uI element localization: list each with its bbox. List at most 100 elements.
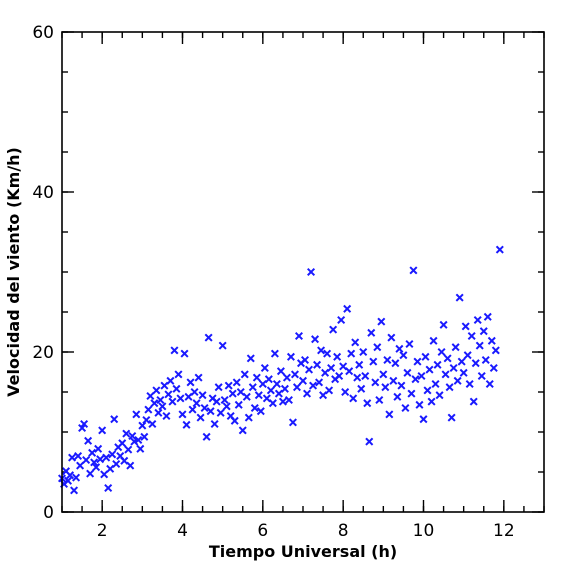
data-point [383, 355, 392, 365]
data-point [184, 392, 193, 401]
data-point [82, 455, 91, 465]
data-point [491, 346, 500, 355]
data-point [176, 394, 185, 403]
data-point [86, 469, 95, 478]
data-point [72, 473, 81, 482]
data-point [317, 346, 326, 355]
data-point [437, 347, 446, 357]
data-point [401, 403, 410, 413]
data-point [110, 415, 119, 424]
data-point [343, 304, 352, 313]
x-tick-label: 6 [257, 521, 268, 541]
data-point [194, 373, 203, 382]
data-point [381, 383, 390, 392]
data-point [94, 444, 103, 453]
data-point [469, 397, 478, 406]
data-point [262, 394, 271, 403]
data-point [128, 431, 137, 441]
data-point [100, 470, 109, 479]
data-point [407, 389, 416, 398]
data-point [258, 379, 267, 389]
data-point [300, 355, 310, 365]
data-points [57, 245, 504, 495]
data-point [144, 405, 153, 414]
data-point [242, 392, 251, 401]
data-point [182, 420, 191, 429]
data-point [76, 461, 85, 470]
data-point [375, 395, 384, 405]
data-point [347, 349, 356, 358]
data-point [112, 459, 121, 469]
data-point [98, 426, 107, 435]
data-point [463, 351, 472, 360]
data-point [218, 341, 227, 350]
data-point [451, 343, 460, 352]
data-point [102, 453, 111, 462]
data-point [435, 391, 444, 400]
data-point [409, 266, 418, 275]
data-point [325, 386, 334, 395]
data-point [327, 363, 336, 373]
data-point [68, 453, 77, 462]
data-point [150, 399, 159, 408]
data-point [122, 429, 131, 438]
data-point [377, 317, 386, 326]
data-point [355, 360, 364, 369]
data-point [369, 357, 378, 366]
data-point [160, 381, 169, 390]
data-point [449, 363, 458, 373]
data-point [333, 352, 342, 361]
data-point [146, 391, 155, 401]
data-point [224, 381, 233, 390]
data-point [385, 410, 394, 419]
data-point [473, 315, 482, 325]
data-point [106, 464, 115, 473]
data-point [238, 426, 247, 435]
data-point [313, 360, 322, 369]
y-tick-label: 20 [32, 343, 54, 363]
y-tick-label: 0 [43, 503, 54, 523]
data-point [96, 455, 105, 464]
data-point [282, 373, 291, 382]
data-point [228, 389, 237, 398]
data-point [389, 376, 398, 385]
data-point [365, 437, 374, 446]
data-point [443, 354, 452, 363]
data-point [465, 379, 474, 389]
major-ticks [62, 31, 544, 513]
data-point [425, 365, 434, 374]
y-tick-label: 60 [32, 23, 54, 43]
data-point [252, 373, 261, 382]
x-axis-title: Tiempo Universal (h) [209, 542, 397, 561]
data-point [178, 410, 187, 419]
data-point [335, 371, 344, 381]
data-point [220, 395, 229, 405]
x-tick-label: 4 [177, 521, 188, 541]
data-point [108, 450, 117, 459]
data-point [158, 402, 167, 411]
data-point [397, 381, 406, 390]
data-point [120, 456, 129, 465]
data-point [84, 436, 93, 445]
minor-ticks [61, 31, 545, 513]
data-point [371, 378, 380, 387]
data-point [204, 333, 213, 342]
data-point [433, 360, 442, 369]
x-tick-label: 10 [413, 521, 435, 541]
data-point [427, 397, 436, 406]
data-point [294, 331, 303, 341]
data-point [148, 419, 157, 429]
data-point [256, 407, 265, 416]
data-point [445, 383, 454, 392]
data-point [200, 403, 209, 413]
data-point [250, 403, 259, 413]
data-point [479, 327, 488, 336]
data-point [168, 397, 177, 406]
data-point [210, 419, 219, 429]
data-point [319, 391, 328, 400]
data-point [415, 400, 424, 409]
data-point [270, 349, 279, 358]
data-point [80, 419, 89, 429]
data-point [298, 376, 308, 385]
data-point [236, 387, 245, 397]
